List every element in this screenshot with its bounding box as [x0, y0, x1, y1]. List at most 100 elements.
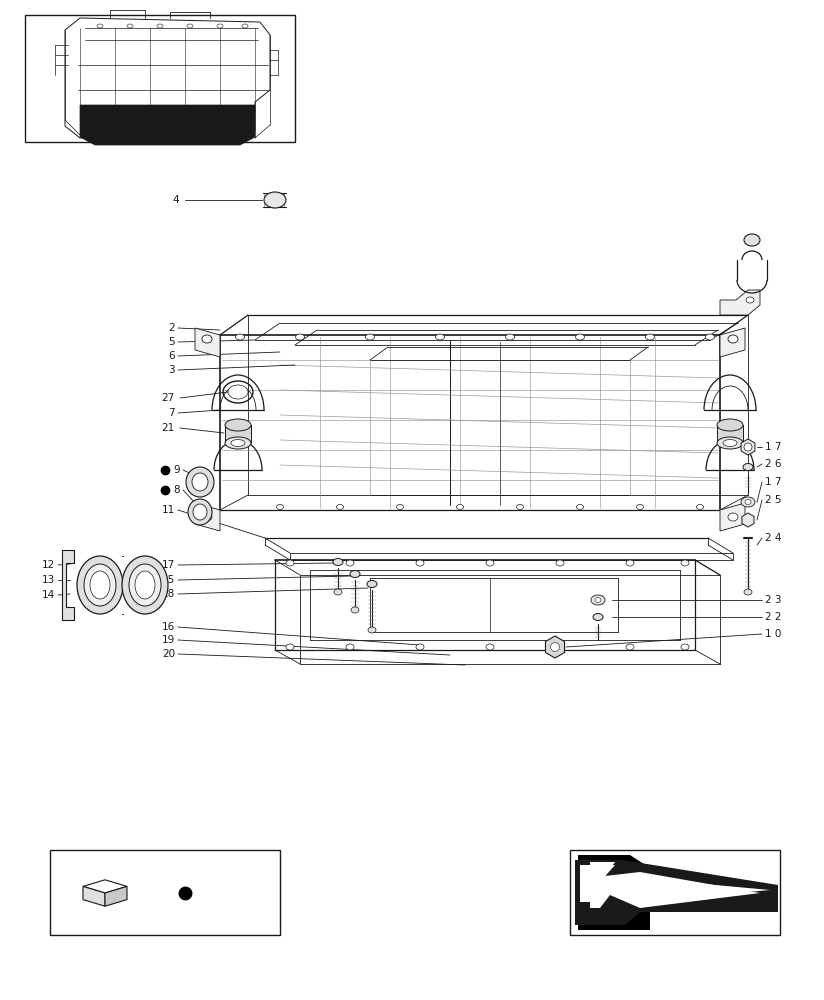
Ellipse shape: [416, 560, 424, 566]
Ellipse shape: [723, 440, 737, 446]
Ellipse shape: [436, 334, 444, 340]
Ellipse shape: [225, 437, 251, 449]
Polygon shape: [720, 290, 760, 315]
Ellipse shape: [517, 504, 523, 510]
Ellipse shape: [77, 556, 123, 614]
Ellipse shape: [595, 597, 601, 602]
Ellipse shape: [416, 644, 424, 650]
Ellipse shape: [193, 504, 207, 520]
Ellipse shape: [744, 234, 760, 246]
Ellipse shape: [717, 437, 743, 449]
Ellipse shape: [346, 560, 354, 566]
Ellipse shape: [696, 504, 704, 510]
Ellipse shape: [626, 560, 634, 566]
Ellipse shape: [366, 334, 374, 340]
Polygon shape: [195, 328, 220, 357]
Polygon shape: [62, 550, 74, 620]
Ellipse shape: [231, 440, 245, 446]
Ellipse shape: [346, 644, 354, 650]
Ellipse shape: [728, 335, 738, 343]
Ellipse shape: [228, 385, 248, 399]
Ellipse shape: [591, 595, 605, 605]
Text: 2: 2: [168, 323, 175, 333]
Polygon shape: [741, 439, 755, 455]
Polygon shape: [717, 425, 743, 443]
Text: 21: 21: [162, 423, 175, 433]
Ellipse shape: [505, 334, 514, 340]
Text: 1 7: 1 7: [765, 477, 781, 487]
Ellipse shape: [705, 334, 714, 340]
Polygon shape: [720, 503, 745, 531]
Text: 2 4: 2 4: [765, 533, 781, 543]
Polygon shape: [65, 18, 270, 138]
Polygon shape: [83, 880, 127, 893]
Ellipse shape: [286, 644, 294, 650]
Text: 9: 9: [173, 465, 180, 475]
Polygon shape: [80, 105, 255, 145]
Ellipse shape: [157, 24, 163, 28]
Polygon shape: [105, 886, 127, 906]
Text: 3: 3: [168, 365, 175, 375]
Ellipse shape: [550, 643, 559, 652]
Text: KIT: KIT: [97, 879, 113, 888]
Ellipse shape: [122, 556, 168, 614]
Polygon shape: [83, 886, 105, 906]
Ellipse shape: [192, 473, 208, 491]
Ellipse shape: [636, 504, 644, 510]
Text: 8: 8: [173, 485, 180, 495]
Ellipse shape: [202, 513, 212, 521]
Text: 1 0: 1 0: [765, 629, 781, 639]
Ellipse shape: [396, 504, 404, 510]
Ellipse shape: [186, 467, 214, 497]
Ellipse shape: [296, 334, 305, 340]
Ellipse shape: [286, 560, 294, 566]
Text: 6: 6: [168, 351, 175, 361]
Ellipse shape: [681, 560, 689, 566]
Ellipse shape: [187, 24, 193, 28]
Ellipse shape: [486, 560, 494, 566]
Bar: [570, 850, 780, 935]
Ellipse shape: [575, 334, 584, 340]
Bar: [50, 850, 280, 935]
Ellipse shape: [84, 564, 116, 606]
Text: 17: 17: [162, 560, 175, 570]
Polygon shape: [545, 636, 564, 658]
Polygon shape: [590, 862, 760, 908]
Ellipse shape: [127, 24, 133, 28]
Ellipse shape: [717, 419, 743, 431]
Text: 2 2: 2 2: [765, 612, 781, 622]
Text: = 1: = 1: [200, 886, 222, 900]
Ellipse shape: [333, 558, 343, 566]
Ellipse shape: [368, 627, 376, 633]
Text: 12: 12: [42, 560, 55, 570]
Ellipse shape: [367, 580, 377, 587]
Text: 19: 19: [162, 635, 175, 645]
Ellipse shape: [188, 499, 212, 525]
Text: 5: 5: [168, 337, 175, 347]
Ellipse shape: [744, 443, 752, 451]
Ellipse shape: [577, 504, 583, 510]
Ellipse shape: [129, 564, 161, 606]
Ellipse shape: [681, 644, 689, 650]
Ellipse shape: [264, 192, 286, 208]
Text: 13: 13: [42, 575, 55, 585]
Text: 16: 16: [162, 622, 175, 632]
Ellipse shape: [236, 334, 245, 340]
Ellipse shape: [744, 589, 752, 595]
Ellipse shape: [745, 499, 751, 504]
Ellipse shape: [242, 24, 248, 28]
Ellipse shape: [645, 334, 654, 340]
Ellipse shape: [336, 504, 344, 510]
Polygon shape: [195, 503, 220, 531]
Ellipse shape: [741, 497, 755, 507]
Text: 4: 4: [172, 195, 179, 205]
Text: 27: 27: [162, 393, 175, 403]
Text: 15: 15: [162, 575, 175, 585]
Text: 7: 7: [168, 408, 175, 418]
Ellipse shape: [746, 297, 754, 303]
Text: 1 7: 1 7: [765, 442, 781, 452]
Ellipse shape: [135, 571, 155, 599]
Bar: [25, 15, 295, 142]
Ellipse shape: [97, 24, 103, 28]
Ellipse shape: [556, 560, 564, 566]
